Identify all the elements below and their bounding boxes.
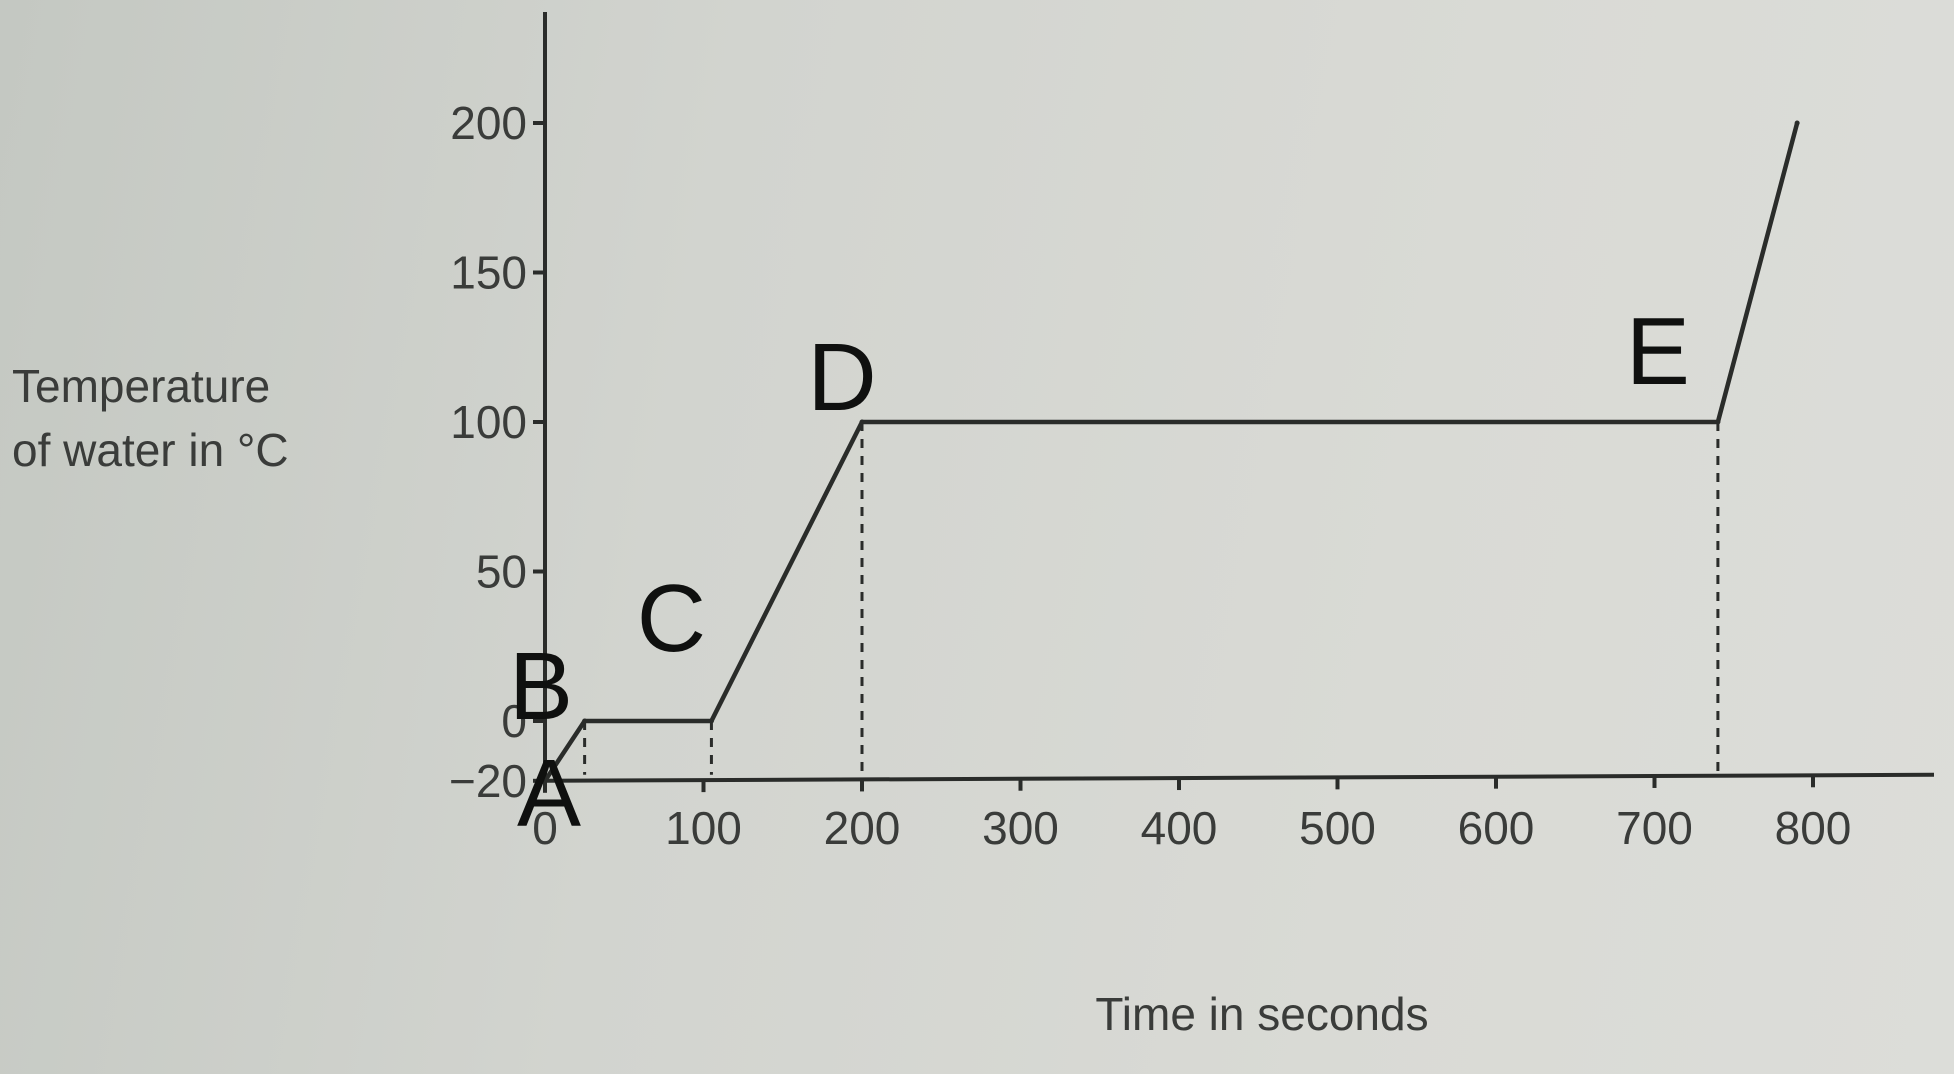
data-point: [708, 718, 714, 724]
point-label-c: C: [637, 565, 706, 672]
y-tick-label: 0: [501, 695, 527, 747]
point-label-a: A: [517, 740, 581, 847]
y-tick-label: −20: [449, 755, 527, 807]
y-tick-label: 200: [450, 97, 527, 149]
point-label-d: D: [807, 324, 876, 431]
x-tick-label: 800: [1775, 802, 1852, 854]
x-tick-label: 300: [982, 802, 1059, 854]
point-labels: ABC D E: [509, 298, 1690, 847]
x-tick-label: 0: [532, 802, 558, 854]
series-line: [543, 122, 1800, 783]
point-label-e: E: [1626, 298, 1690, 405]
x-tick-label: 700: [1616, 802, 1693, 854]
y-tick-label: 150: [450, 247, 527, 299]
x-tick-label: 500: [1299, 802, 1376, 854]
axes: [533, 12, 1935, 793]
x-axis-line: [544, 772, 1935, 783]
y-tick-label: 100: [450, 396, 527, 448]
x-tick-label: 400: [1141, 802, 1218, 854]
data-point: [1794, 120, 1800, 126]
x-tick-label: 600: [1458, 802, 1535, 854]
x-axis-label: Time in seconds: [1095, 988, 1428, 1040]
dashed-guides: [583, 422, 1720, 775]
y-tick-label: 50: [476, 546, 527, 598]
x-tick-label: 100: [665, 802, 742, 854]
data-point: [859, 419, 865, 425]
data-point: [582, 718, 588, 724]
y-axis-label-line-1: Temperature: [12, 360, 270, 412]
point-label-b: B: [509, 633, 573, 740]
data-point: [542, 778, 548, 784]
x-tick-label: 200: [824, 802, 901, 854]
y-axis-label-line-2: of water in °C: [12, 424, 289, 476]
data-point: [1715, 419, 1721, 425]
series-group: [542, 120, 1800, 784]
